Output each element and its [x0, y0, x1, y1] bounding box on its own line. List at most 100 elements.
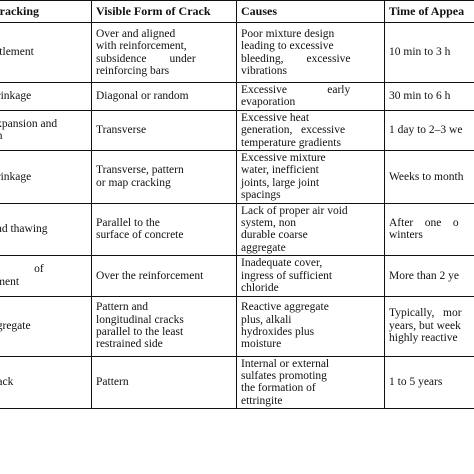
- cell-text-line: restrained side: [96, 338, 163, 351]
- cell-text-line: or map cracking: [96, 176, 171, 189]
- cell-text-line: Pattern: [96, 376, 129, 389]
- cell-text-line: longitudinal cracks: [96, 313, 184, 326]
- cell-crack-type: and thawing: [0, 202, 92, 257]
- cell-text-line: Lack of proper air void: [241, 204, 348, 217]
- cell-causes: Internal or external sulfates promoting th…: [236, 355, 385, 410]
- cell-text-line: bleeding, excessive: [241, 52, 351, 65]
- cell-time: 30 min to 6 h: [384, 82, 474, 111]
- cell-text-line: with reinforcement,: [96, 40, 187, 53]
- table-row: n of ement Over the reinforcement Inadequat…: [0, 255, 474, 297]
- cell-text-line: Reactive aggregate: [241, 301, 329, 314]
- cell-text-line: Excessive early: [241, 84, 351, 96]
- cell-visible-form: Over and aligned with reinforcement, subsi…: [91, 22, 237, 83]
- cell-text-line: Poor mixture design: [241, 27, 335, 40]
- cell-visible-form: Transverse: [91, 109, 237, 152]
- cell-text-line: Weeks to month: [389, 170, 464, 183]
- cell-text-line: ttack: [0, 376, 14, 389]
- cell-text-line: Diagonal or random: [96, 90, 189, 103]
- cell-text-line: water, inefficient: [241, 164, 319, 177]
- cell-text-line: ingress of sufficient: [241, 269, 333, 282]
- cell-text-line: ement: [0, 275, 20, 288]
- cell-text-line: reinforcing bars: [96, 64, 170, 77]
- cell-text-line: evaporation: [241, 96, 296, 109]
- cell-crack-type: ttack: [0, 355, 92, 410]
- cell-visible-form: Transverse, pattern or map cracking: [91, 150, 237, 204]
- cell-crack-type: n of ement: [0, 255, 92, 297]
- cell-text-line: 1 to 5 years: [389, 376, 443, 389]
- header-causes: Causes: [236, 0, 385, 23]
- cell-text-line: Over the reinforcement: [96, 269, 204, 282]
- cell-text-line: vibrations: [241, 64, 287, 77]
- table-header-row: Cracking Visible Form of Crack Causes Ti…: [0, 0, 474, 23]
- cell-text-line: plus, alkali: [241, 313, 292, 326]
- cell-text-line: Typically, mor: [389, 307, 462, 320]
- cell-time: 10 min to 3 h: [384, 22, 474, 83]
- cell-visible-form: Pattern: [91, 355, 237, 410]
- cell-text-line: chloride: [241, 282, 279, 295]
- cell-text-line: Parallel to the: [96, 217, 160, 230]
- cell-text-line: winters: [389, 229, 423, 242]
- cell-text-line: Transverse: [96, 124, 147, 137]
- cell-text-line: Excessive mixture: [241, 152, 326, 165]
- cell-text-line: the formation of: [241, 382, 316, 395]
- cell-causes: Inadequate cover, ingress of sufficient ch…: [236, 255, 385, 297]
- cell-visible-form: Parallel to the surface of concrete: [91, 202, 237, 257]
- cell-text-line: hrinkage: [0, 90, 32, 103]
- cell-text-line: Internal or external: [241, 357, 330, 370]
- cell-text-line: ggregate: [0, 319, 31, 332]
- cell-causes: Poor mixture design leading to excessive b…: [236, 22, 385, 83]
- cell-text-line: More than 2 ye: [389, 269, 459, 282]
- cell-visible-form: Pattern and longitudinal cracks parallel t…: [91, 295, 237, 357]
- cell-text-line: sulfates promoting: [241, 369, 327, 382]
- cell-text-line: spacings: [241, 189, 281, 202]
- table-row: expansion andon Transverse Excessive heatg…: [0, 109, 474, 152]
- cell-crack-type: ggregate: [0, 295, 92, 357]
- cell-text-line: parallel to the least: [96, 326, 184, 338]
- cell-text-line: Inadequate cover,: [241, 257, 323, 270]
- cell-text-line: aggregate: [241, 241, 286, 254]
- cell-text-line: on: [0, 130, 87, 142]
- cell-text-line: n of: [34, 263, 44, 276]
- cell-visible-form: Over the reinforcement: [91, 255, 237, 297]
- cell-time: More than 2 ye: [384, 255, 474, 297]
- cell-crack-type: expansion andon: [0, 109, 92, 152]
- cell-causes: Excessive early evaporation: [236, 82, 385, 111]
- header-cracking: Cracking: [0, 0, 92, 23]
- cell-time: After one o winters: [384, 202, 474, 257]
- cell-causes: Reactive aggregate plus, alkali hydroxides…: [236, 295, 385, 357]
- crack-types-table: Cracking Visible Form of Crack Causes Ti…: [0, 0, 474, 410]
- cell-text-line: Over and aligned: [96, 27, 176, 40]
- cell-time: 1 to 5 years: [384, 355, 474, 410]
- cell-text-line: joints, large joint: [241, 176, 320, 189]
- cell-text-line: ettringite: [241, 394, 283, 407]
- cell-text-line: ettlement: [0, 46, 34, 59]
- cell-text-line: 1 day to 2–3 we: [389, 124, 463, 137]
- cell-time: Typically, mor years, but week highly reac…: [384, 295, 474, 357]
- cell-causes: Excessive heat generation, excessive tempe…: [236, 109, 385, 152]
- header-time-of-appearance: Time of Appea: [384, 0, 474, 23]
- cell-text-line: generation, excessive: [241, 124, 346, 137]
- cell-text-line: moisture: [241, 338, 282, 351]
- cell-visible-form: Diagonal or random: [91, 82, 237, 111]
- cell-crack-type: ettlement: [0, 22, 92, 83]
- cell-text-line: years, but week: [389, 319, 461, 332]
- cell-text-line: hrinkage: [0, 170, 32, 183]
- cell-text-line: 10 min to 3 h: [389, 46, 451, 59]
- cell-text-line: 30 min to 6 h: [389, 90, 451, 103]
- cell-text-line: Pattern and: [96, 301, 149, 314]
- cell-text-line: After one o: [389, 217, 459, 230]
- cell-text-line: highly reactive: [389, 332, 458, 345]
- cell-causes: Excessive mixture water, inefficient joint…: [236, 150, 385, 204]
- cell-text-line: Transverse, pattern: [96, 164, 184, 177]
- cell-text-line: durable coarse: [241, 229, 308, 242]
- table-row: ttack Pattern Internal or externalsulfates…: [0, 355, 474, 410]
- cell-text-line: temperature gradients: [241, 136, 341, 149]
- table-row: hrinkage Diagonal or random Excessive earl…: [0, 82, 474, 111]
- cell-time: 1 day to 2–3 we: [384, 109, 474, 152]
- cell-crack-type: hrinkage: [0, 150, 92, 204]
- cell-text-line: surface of concrete: [96, 229, 184, 242]
